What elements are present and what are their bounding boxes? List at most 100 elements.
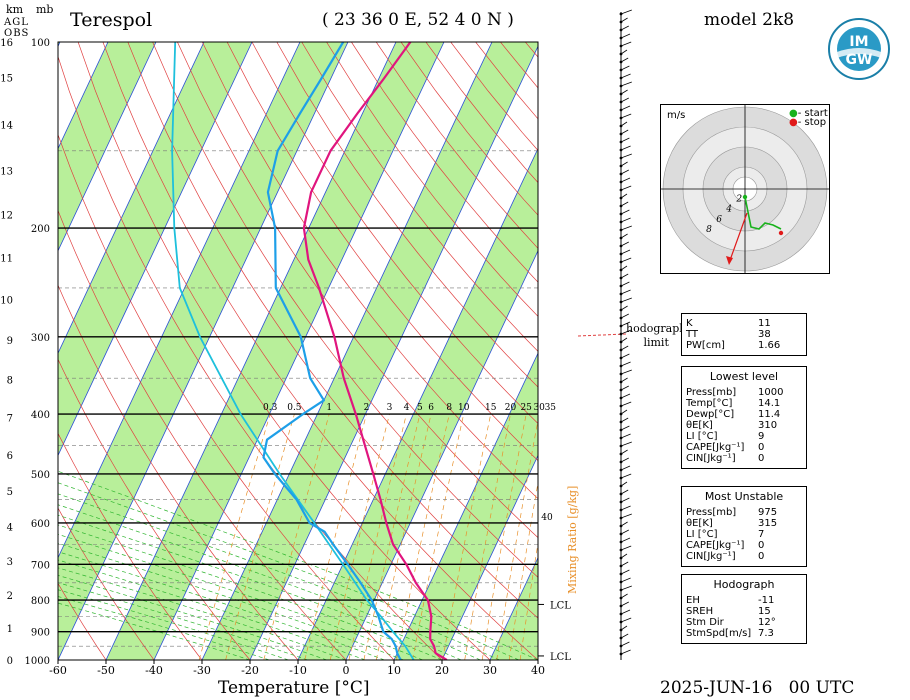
wind-barb [620, 281, 630, 287]
mixing-ratio-tick-label: 25 [520, 403, 532, 413]
wind-barb [620, 233, 628, 239]
lcl-label: LCL [550, 600, 571, 611]
isotherm-band [106, 42, 444, 660]
x-tick-label: -40 [145, 664, 163, 677]
hodograph-stat-value: 12° [758, 617, 776, 628]
hodograph-legend-start-text: - start [797, 108, 828, 119]
wind-barb [620, 289, 631, 295]
most-unstable-label: CIN[Jkg⁻¹] [686, 551, 736, 562]
lowest-level-label: LI [°C] [686, 431, 718, 442]
wind-barb [620, 473, 632, 479]
wind-barb [620, 9, 632, 15]
isotherm-line [441, 454, 538, 660]
wind-barb [620, 329, 632, 335]
hodograph-ring-label: 6 [716, 215, 722, 225]
hodograph-stat-label: StmSpd[m/s] [686, 628, 752, 639]
wind-barb [620, 313, 629, 319]
lowest-level-title: Lowest level [709, 370, 779, 383]
valid-time: 2025-JUN-16 00 UTC [660, 678, 855, 698]
lcl-label: LCL [550, 652, 571, 663]
x-tick-label: 10 [387, 664, 401, 677]
grid-lines [58, 42, 538, 660]
lowest-level-label: Temp[°C] [686, 398, 733, 409]
index-label: K [686, 318, 693, 329]
moist-adiabat [58, 589, 289, 660]
isotherm-line [105, 42, 397, 660]
pressure-tick-label: 1000 [25, 656, 50, 667]
wind-barb [620, 25, 629, 31]
lowest-level-value: 0 [758, 442, 765, 453]
wind-barb [620, 361, 631, 367]
index-row: K 11 [682, 318, 806, 329]
wind-barb [620, 41, 632, 47]
wind-barb [620, 249, 631, 255]
mixing-ratio-tick-label: 0.5 [287, 403, 302, 413]
height-tick-label: 14 [0, 121, 13, 132]
height-tick-label: 4 [7, 523, 13, 534]
wind-barb [620, 217, 631, 223]
wind-barb [620, 193, 628, 199]
hodograph-stat-row: Stm Dir 12° [682, 617, 806, 628]
hodograph-start-marker [742, 194, 748, 200]
hodograph-stat-value: -11 [758, 595, 775, 606]
lowest-level-value: 0 [758, 453, 765, 464]
wind-barb [620, 33, 631, 39]
pressure-tick-label: 700 [31, 560, 50, 571]
hodograph-legend-start: ●- start [789, 108, 828, 119]
wind-barb [620, 17, 628, 23]
lowest-level-label: θE[K] [686, 420, 713, 431]
wind-barb [620, 377, 628, 383]
mixing-ratio-tick-label: 2 [364, 403, 370, 413]
wind-barb [620, 425, 630, 431]
wind-barb [620, 241, 629, 247]
mixing-ratio-tick-label: 35 [545, 403, 557, 413]
height-tick-label: 13 [0, 166, 13, 177]
wind-barb [620, 201, 629, 207]
wind-barb [620, 497, 630, 503]
hodograph-stat-label: SREH [686, 606, 714, 617]
isotherm-line [249, 45, 538, 660]
mixing-ratio-tick-label: 6 [428, 403, 434, 413]
hodograph-storm-vector [728, 212, 748, 264]
isotherm-line [58, 42, 253, 457]
axes: -60 -50 -40 -30 -20 -10 0 10 20 30 401002003004005… [0, 38, 627, 677]
wind-barb [620, 185, 632, 191]
lowest-level-value: 1000 [758, 387, 784, 398]
hodograph-stat-row: EH -11 [682, 595, 806, 606]
x-tick-label: -60 [49, 664, 67, 677]
pressure-tick-label: 400 [31, 410, 50, 421]
hodograph-stat-row: StmSpd[m/s] 7.3 [682, 628, 806, 639]
lowest-level-row: Temp[°C] 14.1 [682, 398, 806, 409]
pressure-tick-label: 300 [31, 333, 50, 344]
mixing-ratio-axis-label: Mixing Ratio [g/kg] [566, 485, 579, 594]
most-unstable-row: LI [°C] 7 [682, 529, 806, 540]
lowest-level-row: Dewp[°C] 11.4 [682, 409, 806, 420]
wind-barb [620, 465, 631, 471]
wind-barb [620, 209, 630, 215]
wind-barb [620, 169, 629, 175]
wind-barb [620, 49, 628, 55]
isotherm-line [58, 42, 109, 150]
wind-barb [620, 105, 631, 111]
wind-barb [620, 177, 631, 183]
wind-barb [620, 489, 629, 495]
index-label: TT [686, 329, 699, 340]
x-tick-label: -10 [289, 664, 307, 677]
pressure-tick-label: 200 [31, 224, 50, 235]
height-tick-label: 11 [0, 254, 13, 265]
hodograph-ring-label: 2 [735, 195, 742, 205]
lowest-level-row: CAPE[Jkg⁻¹] 0 [682, 442, 806, 453]
wind-barb [620, 89, 628, 95]
index-row: PW[cm] 1.66 [682, 340, 806, 351]
isotherm-line [153, 42, 445, 660]
most-unstable-value: 0 [758, 540, 765, 551]
height-unit-km: km [6, 3, 24, 16]
isotherm-band [202, 42, 538, 660]
wind-barb [620, 577, 631, 583]
index-value: 38 [758, 329, 771, 340]
lowest-level-label: CAPE[Jkg⁻¹] [686, 442, 745, 453]
wind-barb [620, 537, 631, 543]
mixing-ratio-tick-label: 8 [446, 403, 452, 413]
wind-barb [620, 153, 632, 159]
most-unstable-title: Most Unstable [704, 490, 784, 503]
